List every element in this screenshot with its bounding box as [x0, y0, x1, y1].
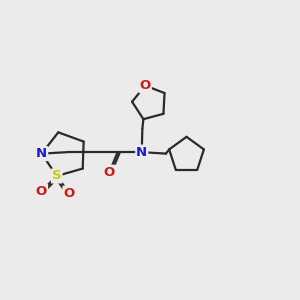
Text: O: O — [64, 187, 75, 200]
Text: S: S — [52, 169, 62, 182]
Text: O: O — [104, 166, 115, 179]
Text: O: O — [36, 185, 47, 198]
Text: N: N — [136, 146, 147, 159]
Text: O: O — [140, 79, 151, 92]
Text: N: N — [36, 147, 47, 160]
